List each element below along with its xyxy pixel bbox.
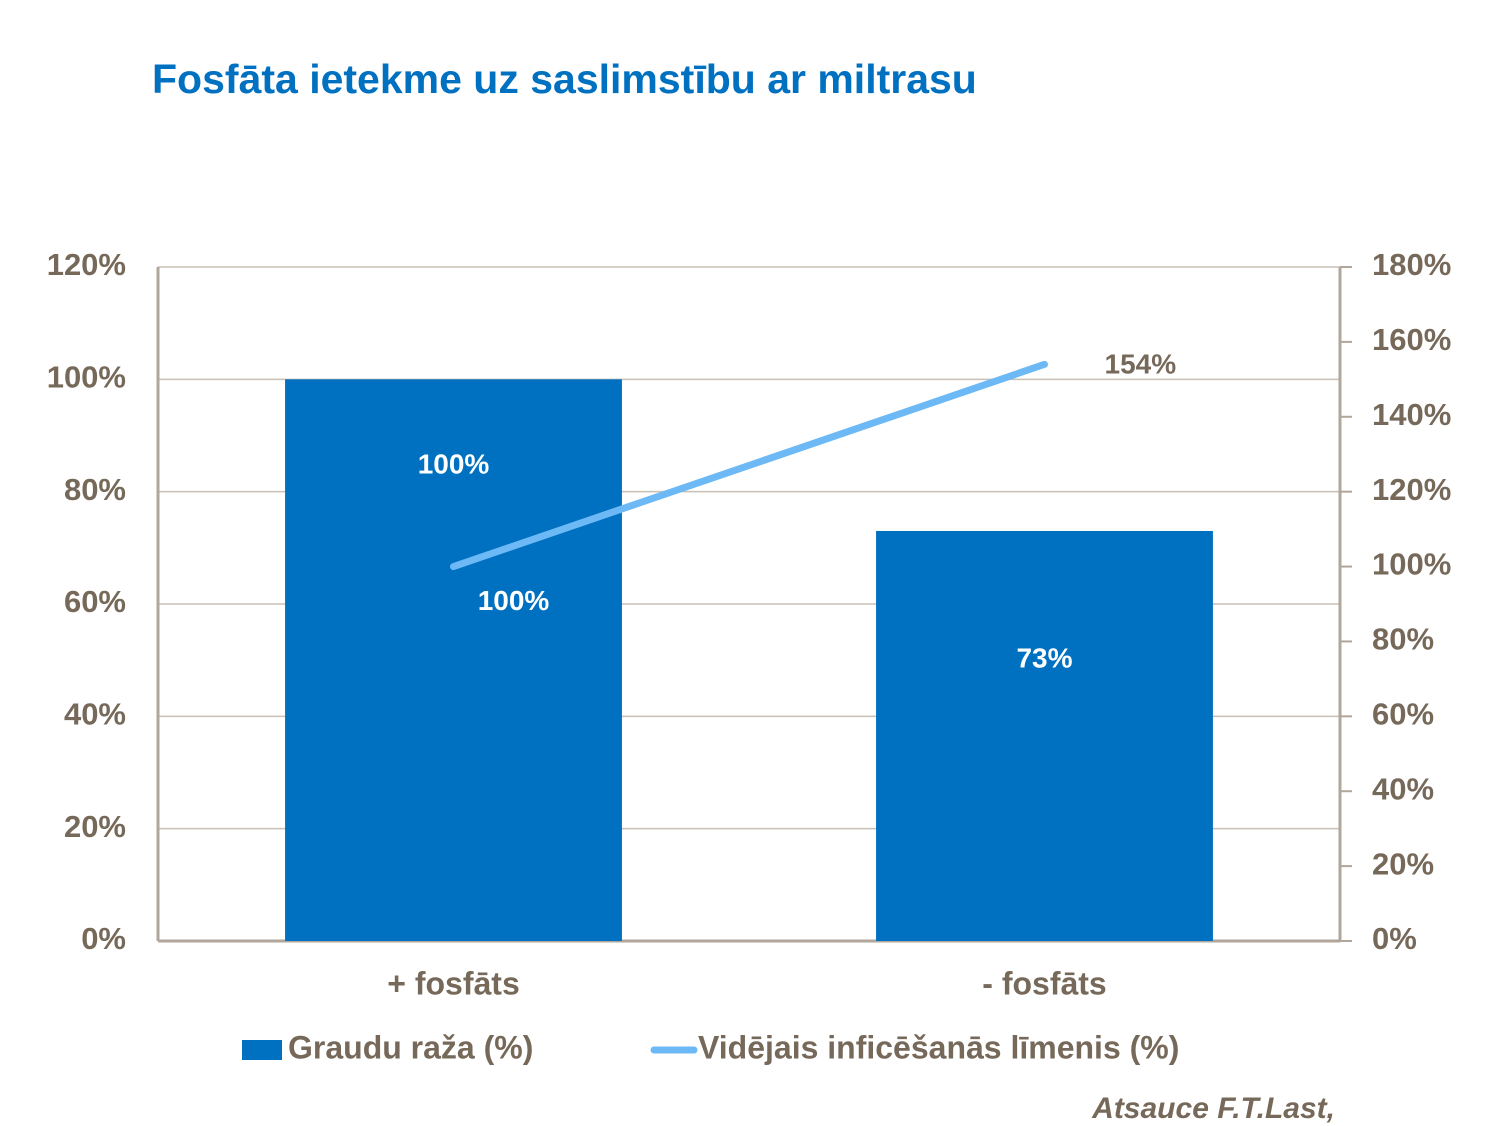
bar-value-label: 100% (418, 449, 490, 480)
y2-tick-label: 0% (1372, 921, 1417, 956)
x-tick-label: - fosfāts (982, 965, 1106, 1001)
y2-tick-label: 180% (1372, 247, 1451, 282)
y-tick-label: 60% (64, 584, 126, 619)
x-tick-label: + fosfāts (387, 965, 519, 1001)
legend-swatch (242, 1040, 282, 1060)
y-tick-label: 0% (81, 921, 126, 956)
y2-tick-label: 80% (1372, 622, 1434, 657)
y-tick-label: 100% (47, 360, 126, 395)
y-tick-label: 20% (64, 809, 126, 844)
y-tick-label: 40% (64, 697, 126, 732)
legend-label: Graudu raža (%) (288, 1029, 533, 1065)
y2-tick-label: 60% (1372, 697, 1434, 732)
y2-tick-label: 120% (1372, 472, 1451, 507)
source-note: Atsauce F.T.Last, (1091, 1092, 1335, 1125)
y2-tick-label: 140% (1372, 397, 1451, 432)
legend-label: Vidējais inficēšanās līmenis (%) (698, 1029, 1179, 1065)
y2-tick-label: 40% (1372, 771, 1434, 806)
chart-title: Fosfāta ietekme uz saslimstību ar miltra… (152, 56, 977, 102)
bar (285, 379, 622, 941)
y-tick-label: 120% (47, 247, 126, 282)
line (450, 360, 1048, 571)
bar (876, 530, 1213, 941)
line-value-label: 154% (1105, 349, 1177, 380)
y2-tick-label: 100% (1372, 547, 1451, 582)
y-tick-label: 80% (64, 472, 126, 507)
y2-tick-label: 160% (1372, 322, 1451, 357)
line-value-label: 100% (478, 585, 550, 616)
y2-tick-label: 20% (1372, 846, 1434, 881)
bar-value-label: 73% (1016, 642, 1072, 673)
